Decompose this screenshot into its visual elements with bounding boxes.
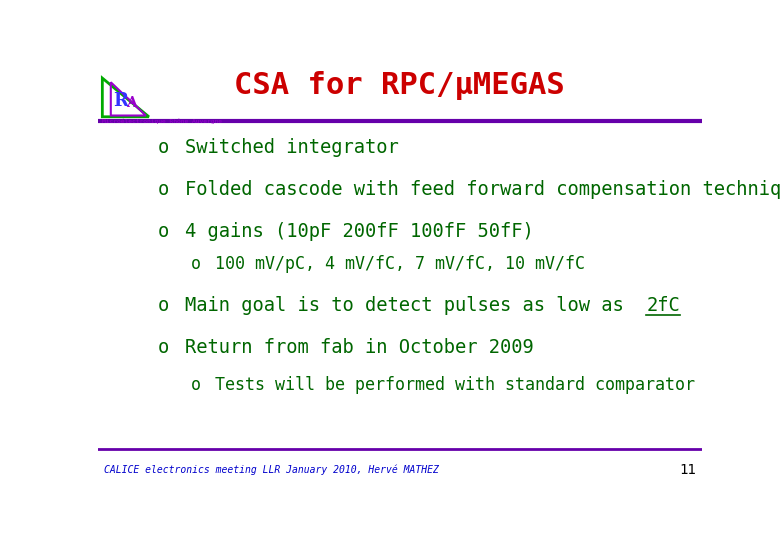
Text: CSA for RPC/μMEGAS: CSA for RPC/μMEGAS (234, 71, 566, 100)
Text: Main goal is to detect pulses as low as: Main goal is to detect pulses as low as (185, 296, 647, 315)
Text: Switched integrator: Switched integrator (185, 138, 399, 158)
Text: 11: 11 (679, 463, 696, 477)
Text: Return from fab in October 2009: Return from fab in October 2009 (185, 338, 534, 357)
Text: 4 gains (10pF 200fF 100fF 50fF): 4 gains (10pF 200fF 100fF 50fF) (185, 221, 534, 241)
Text: o: o (158, 296, 169, 315)
Text: 2fC: 2fC (647, 296, 680, 315)
Text: Tests will be performed with standard comparator: Tests will be performed with standard co… (215, 376, 696, 394)
Text: o: o (191, 376, 201, 394)
Text: o: o (158, 221, 169, 241)
Text: o: o (158, 338, 169, 357)
Text: R: R (113, 92, 128, 110)
Text: Microélectronique Rhône Auvergne: Microélectronique Rhône Auvergne (102, 118, 222, 124)
Text: Folded cascode with feed forward compensation technique: Folded cascode with feed forward compens… (185, 180, 780, 199)
Text: CALICE electronics meeting LLR January 2010, Hervé MATHEZ: CALICE electronics meeting LLR January 2… (104, 465, 438, 475)
Text: o: o (191, 255, 201, 273)
Text: 100 mV/pC, 4 mV/fC, 7 mV/fC, 10 mV/fC: 100 mV/pC, 4 mV/fC, 7 mV/fC, 10 mV/fC (215, 255, 585, 273)
Text: A: A (126, 96, 137, 110)
Text: o: o (158, 138, 169, 158)
Text: o: o (158, 180, 169, 199)
